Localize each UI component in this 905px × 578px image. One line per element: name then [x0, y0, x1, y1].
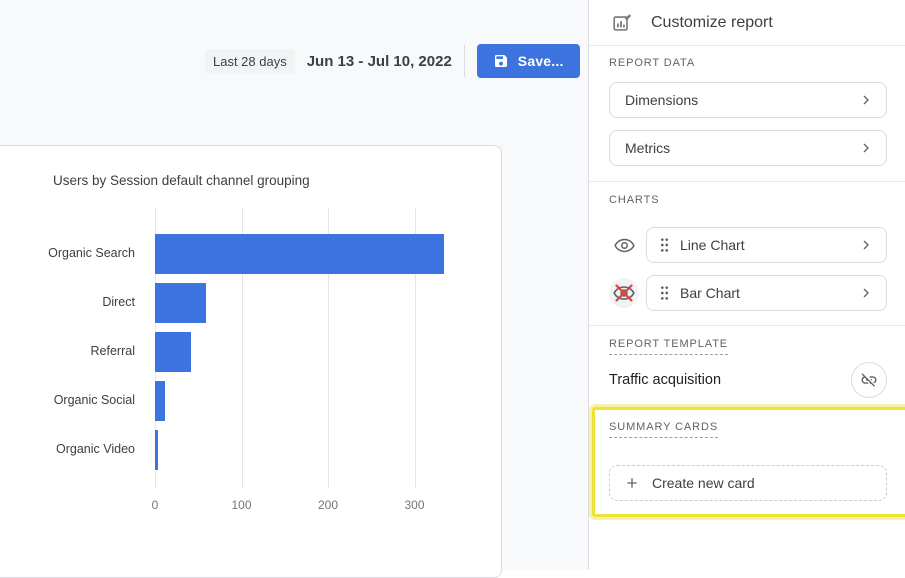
bar-direct [155, 283, 207, 323]
chart-title: Users by Session default channel groupin… [53, 173, 310, 188]
chevron-right-icon [863, 143, 869, 153]
summary-cards-label: SUMMARY CARDS [609, 421, 719, 438]
eye-off-crossed-icon [613, 284, 635, 302]
chevron-right-icon [863, 288, 869, 298]
unlink-template-button[interactable] [851, 362, 887, 398]
chevron-right-icon [863, 95, 869, 105]
section-divider [589, 325, 905, 326]
create-new-card-label: Create new card [652, 475, 755, 491]
x-tick-label: 300 [404, 498, 425, 512]
panel-title: Customize report [651, 13, 773, 31]
eye-icon [613, 238, 635, 252]
category-label: Organic Search [48, 246, 135, 260]
toolbar: Last 28 days Jun 13 - Jul 10, 2022 Save.… [205, 44, 580, 78]
metrics-label: Metrics [625, 140, 671, 156]
dimensions-button[interactable]: Dimensions [609, 82, 887, 118]
line-chart-button[interactable]: Line Chart [646, 227, 887, 263]
visibility-toggle-line-chart[interactable] [609, 230, 639, 260]
bar-chart-button[interactable]: Bar Chart [646, 275, 887, 311]
summary-cards-label-text: SUMMARY CARDS [609, 421, 719, 438]
category-label: Organic Social [53, 393, 135, 407]
gridline [241, 208, 243, 488]
bar-chart-row: Bar Chart [609, 275, 887, 311]
metrics-button[interactable]: Metrics [609, 130, 887, 166]
dimensions-label: Dimensions [625, 92, 699, 108]
category-label: Organic Video [56, 442, 135, 456]
bar-organic-social [155, 381, 165, 421]
bar-organic-video [155, 430, 159, 470]
category-label: Referral [90, 344, 135, 358]
save-button-label: Save... [517, 53, 564, 69]
bar-chart-label: Bar Chart [680, 285, 740, 301]
unlink-icon [861, 373, 877, 387]
save-icon [494, 55, 507, 67]
section-divider [589, 181, 905, 182]
customize-report-panel: Customize report REPORT DATA Dimensions … [588, 0, 905, 570]
charts-label: CHARTS [609, 194, 660, 206]
chevron-right-icon [863, 240, 869, 250]
create-new-card-button[interactable]: Create new card [609, 465, 887, 501]
x-tick-label: 100 [231, 498, 252, 512]
bar-referral [155, 332, 192, 372]
customize-report-icon [613, 13, 632, 31]
gridline [328, 208, 329, 488]
x-axis-ticks: 0 100 200 300 [151, 498, 501, 514]
bar-organic-search [155, 234, 444, 274]
x-tick-label: 0 [151, 498, 159, 512]
toolbar-divider [463, 45, 465, 77]
plus-icon [627, 478, 637, 488]
chart-card: Users by Session default channel groupin… [0, 145, 502, 578]
report-data-label: REPORT DATA [609, 57, 696, 69]
date-range-preset-chip[interactable]: Last 28 days [205, 48, 295, 74]
line-chart-row: Line Chart [609, 227, 887, 263]
report-template-label: REPORT TEMPLATE [609, 338, 729, 355]
drag-handle-icon[interactable] [659, 237, 670, 253]
category-labels: Organic Search Direct Referral Organic Soci… [0, 208, 143, 488]
report-template-label-text: REPORT TEMPLATE [609, 338, 729, 355]
date-range-value[interactable]: Jun 13 - Jul 10, 2022 [306, 52, 452, 70]
panel-header: Customize report [589, 0, 905, 46]
report-canvas: Last 28 days Jun 13 - Jul 10, 2022 Save.… [0, 44, 580, 578]
visibility-toggle-bar-chart[interactable] [609, 278, 639, 308]
drag-handle-icon[interactable] [659, 285, 670, 301]
report-template-value: Traffic acquisition [609, 372, 722, 388]
save-button[interactable]: Save... [476, 44, 580, 78]
gridline [414, 208, 416, 488]
x-tick-label: 200 [317, 498, 339, 512]
plot-area [155, 208, 501, 488]
category-label: Direct [102, 295, 135, 309]
line-chart-label: Line Chart [680, 237, 745, 253]
